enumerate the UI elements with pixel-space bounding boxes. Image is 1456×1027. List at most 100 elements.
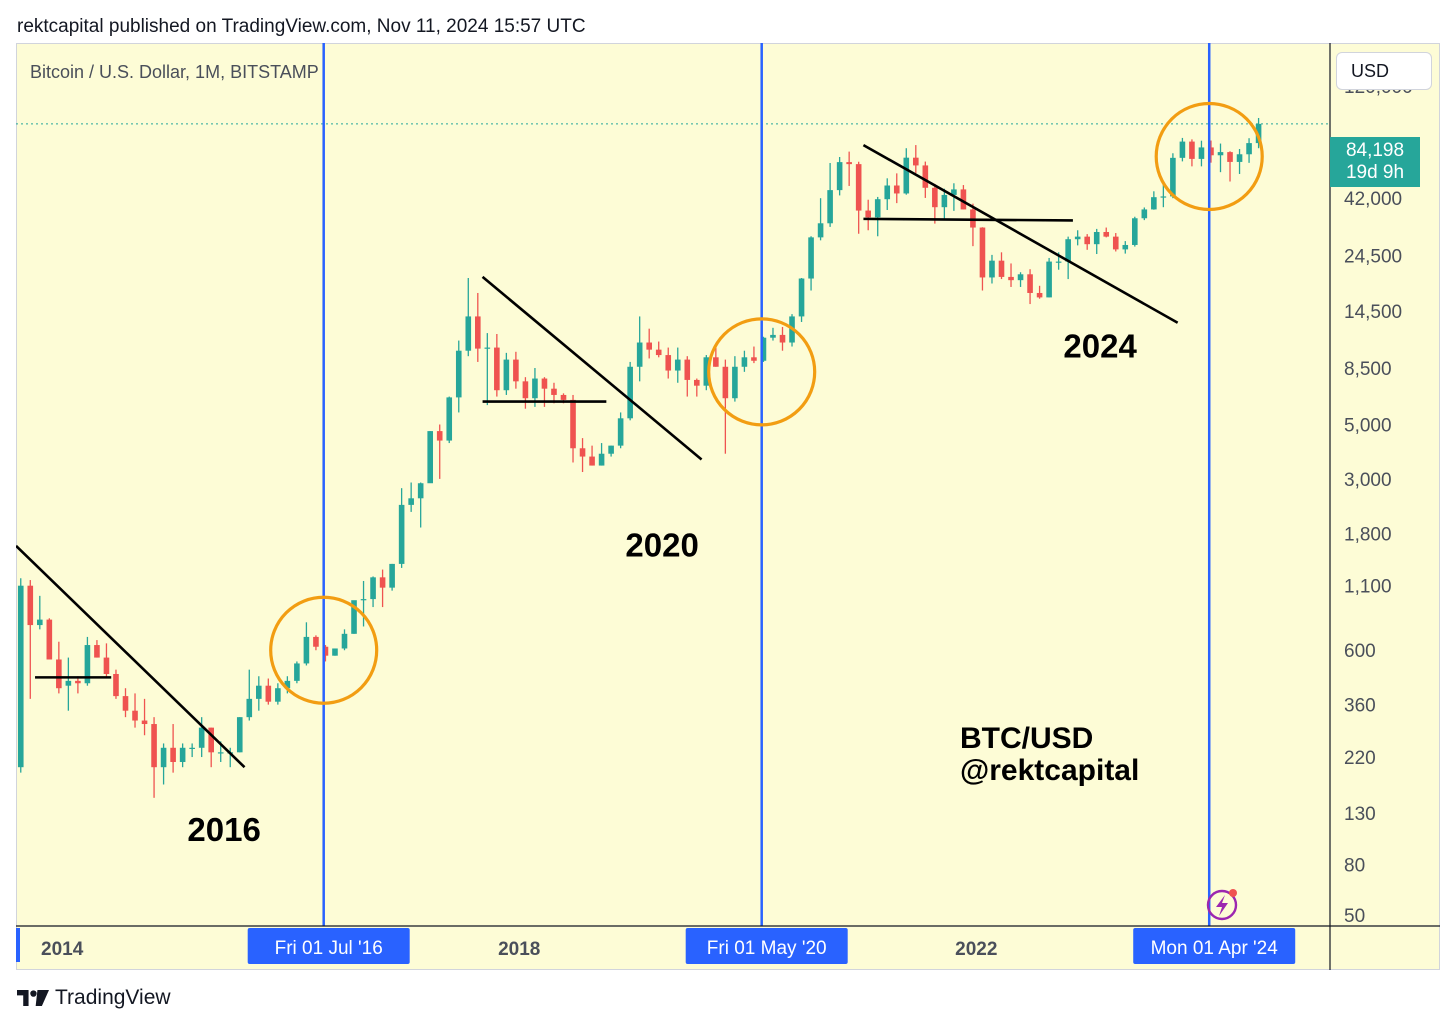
candle bbox=[1046, 257, 1052, 298]
brand-name: TradingView bbox=[55, 986, 171, 1009]
candle bbox=[1017, 272, 1024, 287]
candle-body bbox=[1141, 209, 1148, 219]
candle bbox=[1132, 216, 1138, 247]
candle-body bbox=[1151, 197, 1157, 210]
chart-frame[interactable] bbox=[16, 43, 1440, 970]
candle bbox=[379, 569, 386, 608]
candle-body bbox=[827, 190, 833, 224]
candle-body bbox=[27, 585, 34, 626]
price-axis-tick: 80 bbox=[1344, 856, 1365, 877]
candle bbox=[884, 178, 891, 210]
time-axis-tick: 2018 bbox=[498, 939, 540, 960]
candle-body bbox=[989, 260, 995, 278]
candle-body bbox=[998, 260, 1005, 277]
candle-body bbox=[436, 431, 443, 441]
candle bbox=[608, 445, 614, 457]
candle bbox=[275, 683, 281, 705]
candle-body bbox=[636, 342, 643, 367]
candle-body bbox=[417, 483, 424, 499]
candle bbox=[617, 412, 624, 449]
price-axis-tick: 50 bbox=[1344, 906, 1365, 927]
candle bbox=[913, 145, 919, 174]
candle bbox=[1027, 269, 1033, 305]
trendline bbox=[863, 217, 1073, 222]
halving-date-label: Fri 01 Jul '16 bbox=[275, 938, 383, 959]
candle bbox=[570, 394, 576, 463]
candle bbox=[351, 600, 357, 634]
candle-body bbox=[703, 357, 710, 386]
candle bbox=[294, 661, 300, 684]
halving-date-badge[interactable] bbox=[685, 928, 848, 964]
candle bbox=[979, 227, 986, 291]
candle bbox=[827, 163, 833, 227]
candle bbox=[1179, 137, 1186, 162]
candle-body bbox=[217, 752, 224, 754]
candle bbox=[1141, 207, 1148, 221]
candle bbox=[770, 327, 776, 341]
candle bbox=[579, 438, 586, 473]
candle-body bbox=[617, 418, 624, 446]
halving-date-badge[interactable] bbox=[247, 928, 410, 964]
candle bbox=[179, 743, 186, 768]
highlight-circle bbox=[1154, 101, 1264, 212]
candle bbox=[665, 347, 672, 379]
candle bbox=[798, 277, 805, 322]
candle-body bbox=[113, 673, 119, 697]
candle bbox=[475, 292, 481, 362]
candle bbox=[484, 333, 491, 406]
time-axis-tick: 2014 bbox=[41, 939, 84, 960]
candle-body bbox=[1055, 261, 1062, 263]
candle-body bbox=[389, 563, 395, 588]
candle-body bbox=[56, 659, 62, 689]
candle bbox=[1198, 140, 1205, 167]
candle-body bbox=[808, 237, 814, 279]
candle-body bbox=[1132, 218, 1138, 245]
price-axis-tick: 130 bbox=[1344, 804, 1376, 825]
candle bbox=[1036, 285, 1043, 299]
candle-body bbox=[1074, 236, 1081, 240]
candle-body bbox=[294, 663, 300, 681]
candle-body bbox=[198, 727, 205, 748]
candle bbox=[322, 645, 329, 662]
candle-body bbox=[1227, 152, 1233, 162]
currency-selector[interactable]: USD bbox=[1336, 52, 1432, 90]
candle-body bbox=[1198, 147, 1205, 159]
candle bbox=[779, 326, 786, 351]
trendline bbox=[481, 275, 703, 461]
candle-body bbox=[236, 717, 243, 753]
candle-body bbox=[398, 504, 405, 564]
candle bbox=[732, 356, 738, 402]
candle bbox=[1084, 234, 1090, 250]
halving-date-badge[interactable] bbox=[1133, 928, 1296, 964]
lightning-icon[interactable] bbox=[1206, 889, 1238, 921]
candle-body bbox=[332, 648, 338, 656]
candle-body bbox=[494, 347, 500, 391]
candle-body bbox=[1217, 152, 1224, 156]
candle bbox=[246, 669, 253, 721]
cycle-label: 2024 bbox=[1063, 327, 1137, 364]
candle-body bbox=[1179, 141, 1186, 158]
candle-body bbox=[1017, 274, 1024, 281]
candle bbox=[389, 563, 395, 591]
candle-body bbox=[1122, 244, 1129, 250]
candle-body bbox=[893, 185, 900, 194]
candle bbox=[684, 356, 691, 397]
candle bbox=[932, 183, 938, 224]
brand[interactable]: TradingView bbox=[17, 986, 171, 1010]
candle-body bbox=[179, 747, 186, 763]
price-axis-tick: 220 bbox=[1344, 748, 1376, 769]
highlight-circle bbox=[269, 595, 379, 705]
candle-body bbox=[798, 278, 805, 317]
candle-body bbox=[189, 747, 195, 749]
candle-body bbox=[836, 162, 843, 191]
candle bbox=[646, 328, 652, 359]
candle bbox=[1151, 191, 1157, 210]
candle-body bbox=[722, 366, 729, 399]
candle-body bbox=[503, 359, 510, 391]
candle bbox=[436, 424, 443, 479]
tradingview-logo-icon bbox=[17, 990, 49, 1006]
publish-credit: rektcapital published on TradingView.com… bbox=[17, 16, 586, 37]
candle-body bbox=[941, 194, 948, 208]
time-axis-tick: 2022 bbox=[955, 939, 997, 960]
